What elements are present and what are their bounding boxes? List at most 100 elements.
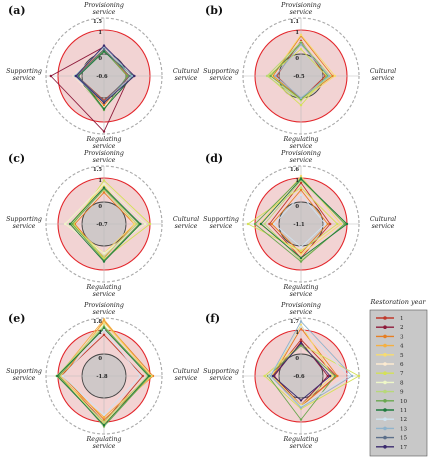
panel-b: 1.1 1 0 -0.5 Provisioning service Regulating se… [203, 2, 396, 150]
series-11-point [147, 374, 150, 378]
legend-label: 8 [400, 380, 404, 386]
series-17-point [74, 74, 78, 78]
series-5-point [339, 222, 343, 226]
tick-label-zero: 0 [295, 356, 299, 362]
panel-label: (d) [205, 152, 223, 165]
series-13-point [299, 96, 303, 100]
series-3-point [102, 104, 106, 107]
axis-label-regulating: Regulating service [86, 436, 122, 450]
legend-item: 10 [376, 399, 408, 405]
tick-label-one: 1 [295, 178, 299, 184]
series-7-point [246, 222, 250, 226]
axis-label-supporting: Supporting service [203, 216, 239, 230]
axis-label-provisioning: Provisioning service [83, 150, 124, 164]
series-15-point [102, 48, 106, 51]
tick-label-one: 1 [295, 330, 299, 336]
tick-label-max: 1.5 [93, 19, 102, 25]
tick-label-min: -1.8 [96, 374, 108, 380]
tick-label-min: -1.1 [293, 222, 305, 228]
legend-item: 2 [376, 325, 404, 331]
series-5-point [133, 222, 136, 226]
series-11-point [259, 222, 263, 226]
legend-swatch-marker [383, 362, 387, 366]
axis-label-regulating: Regulating service [283, 136, 319, 150]
series-3-point [299, 188, 303, 192]
axis-label-provisioning: Provisioning service [83, 302, 124, 316]
series-17-point [329, 374, 332, 378]
tick-label-max: 1.6 [290, 167, 299, 173]
legend-label: 6 [400, 362, 404, 368]
series-10-point [253, 222, 257, 226]
panel-label: (c) [8, 152, 25, 165]
legend-swatch-marker [383, 426, 387, 431]
series-10-point [333, 374, 337, 378]
legend-item: 1 [376, 316, 404, 322]
legend-item: 15 [376, 436, 408, 442]
series-13-point [299, 320, 303, 323]
series-8-point [102, 252, 106, 255]
series-11-point [139, 222, 142, 226]
series-8-point [144, 222, 147, 226]
legend-label: 5 [400, 353, 404, 359]
legend-label: 17 [400, 445, 408, 451]
legend-item: 9 [376, 390, 404, 396]
series-5-point [299, 253, 303, 256]
axis-label-supporting: Supporting service [6, 216, 42, 230]
legend-item: 4 [376, 344, 404, 350]
series-13-point [299, 43, 303, 46]
axis-label-regulating: Regulating service [283, 284, 319, 298]
legend-item: 7 [376, 371, 404, 377]
series-13-point [350, 374, 354, 378]
legend-label: 9 [400, 390, 404, 396]
series-11-point [56, 374, 59, 378]
tick-label-min: -0.7 [96, 222, 108, 228]
series-11-point [102, 423, 106, 427]
series-1-point [299, 338, 303, 341]
series-7-point [299, 48, 303, 51]
series-10-point [343, 222, 346, 226]
tick-label-zero: 0 [295, 56, 299, 62]
series-7-point [148, 222, 152, 226]
series-12-point [102, 328, 106, 332]
legend-label: 11 [400, 408, 407, 414]
legend-item: 8 [376, 380, 404, 386]
series-10-point [269, 74, 272, 78]
legend-swatch-marker [383, 343, 387, 348]
legend-swatch-marker [383, 316, 387, 320]
series-12-point [299, 193, 303, 196]
series-11-point [102, 260, 106, 263]
legend-label: 2 [400, 325, 404, 331]
series-3-point [102, 418, 106, 421]
series-1-point [141, 374, 144, 378]
series-11-point [102, 50, 106, 53]
axis-label-regulating: Regulating service [86, 284, 122, 298]
legend-label: 10 [400, 399, 408, 405]
legend-swatch-marker [383, 399, 387, 403]
series-12-point [102, 413, 106, 416]
series-5-point [299, 323, 303, 327]
legend-label: 4 [400, 344, 404, 350]
series-9-point [263, 222, 266, 226]
tick-label-one: 1 [98, 30, 102, 36]
panel-a: 1.5 1 0 -0.6 Provisioning service Regulating se… [6, 2, 199, 150]
panel-label: (f) [205, 312, 220, 325]
legend-swatch-marker [383, 325, 387, 330]
series-10-point [71, 222, 74, 226]
series-5-point [299, 33, 303, 36]
series-5-point [102, 321, 106, 324]
series-11-point [102, 107, 106, 111]
legend-label: 7 [400, 371, 404, 377]
series-12-point [61, 374, 64, 378]
series-3-point [326, 222, 329, 226]
axis-label-provisioning: Provisioning service [280, 302, 321, 316]
series-3-point [270, 222, 273, 226]
series-2-point [326, 374, 329, 378]
axis-label-supporting: Supporting service [6, 68, 42, 82]
axis-label-supporting: Supporting service [203, 368, 239, 382]
legend-item: 13 [376, 426, 408, 432]
legend-label: 12 [400, 417, 408, 423]
axis-label-provisioning: Provisioning service [83, 2, 124, 16]
